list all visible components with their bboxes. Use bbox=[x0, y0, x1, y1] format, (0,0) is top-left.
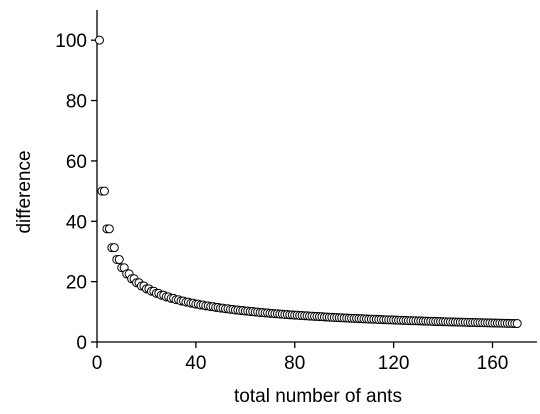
point bbox=[94, 35, 104, 45]
point bbox=[109, 243, 119, 253]
x-tick-label: 80 bbox=[284, 353, 305, 374]
x-tick-label: 0 bbox=[92, 353, 103, 374]
x-tick-label: 120 bbox=[378, 353, 410, 374]
y-tick-label: 0 bbox=[76, 333, 87, 354]
x-tick-label: 40 bbox=[185, 353, 206, 374]
x-tick-label: 160 bbox=[477, 353, 509, 374]
y-tick-label: 80 bbox=[66, 92, 87, 113]
point bbox=[114, 254, 124, 264]
y-axis-title: difference bbox=[14, 150, 35, 233]
point bbox=[99, 186, 109, 196]
y-tick-label: 60 bbox=[66, 152, 87, 173]
y-tick-label: 20 bbox=[66, 273, 87, 294]
y-tick-label: 100 bbox=[55, 31, 87, 52]
point bbox=[512, 319, 522, 329]
point bbox=[104, 224, 114, 234]
y-tick-label: 40 bbox=[66, 212, 87, 233]
x-axis-title: total number of ants bbox=[234, 386, 402, 407]
